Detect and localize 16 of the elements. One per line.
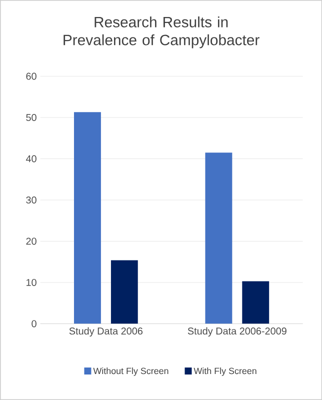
x-tick-label: Study Data 2006 — [69, 327, 142, 337]
y-tick-label: 10 — [26, 278, 36, 286]
bar — [110, 260, 138, 324]
y-tick-label: 0 — [32, 320, 36, 328]
legend-label: Without Fly Screen — [93, 368, 168, 376]
y-tick-label: 40 — [26, 155, 36, 162]
y-tick-label: 50 — [26, 114, 36, 122]
bar — [74, 112, 101, 324]
chart-title: Research Results in Prevalence of Campylobacter — [64, 16, 260, 48]
bar — [205, 152, 232, 324]
legend-label: With Fly Screen — [194, 368, 256, 376]
bar — [242, 281, 270, 324]
y-tick-label: 20 — [26, 238, 36, 245]
x-tick-label: Study Data 2006-2009 — [188, 327, 286, 337]
y-tick-label: 30 — [26, 196, 36, 204]
y-tick-label: 60 — [26, 72, 36, 80]
